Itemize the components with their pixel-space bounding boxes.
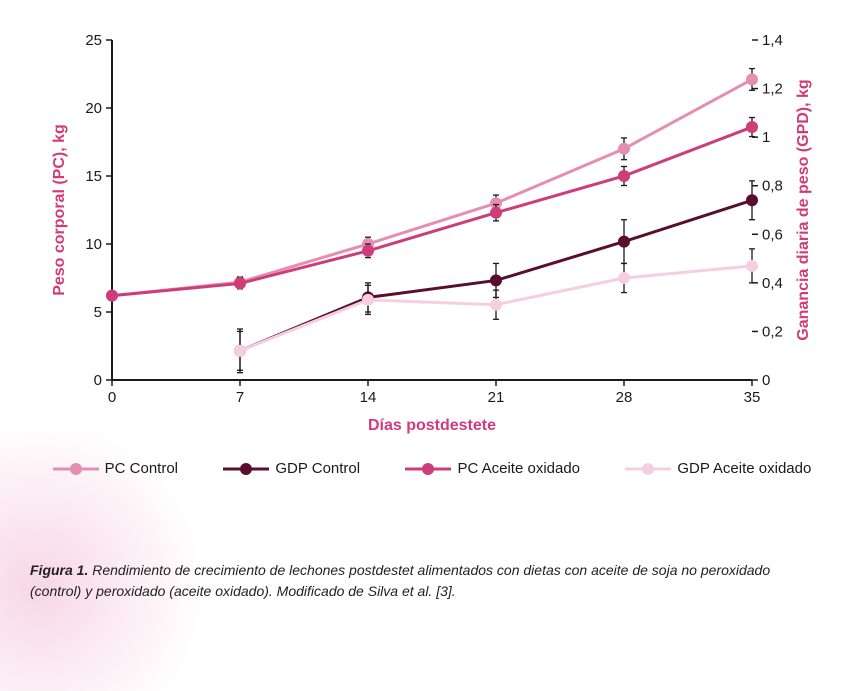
legend-item: PC Aceite oxidado [405, 460, 580, 477]
legend-label: GDP Aceite oxidado [677, 460, 811, 477]
legend-swatch [223, 462, 269, 476]
svg-text:0,4: 0,4 [762, 275, 783, 292]
svg-text:10: 10 [85, 236, 102, 253]
legend-item: GDP Control [223, 460, 360, 477]
legend-swatch [53, 462, 99, 476]
legend-label: PC Aceite oxidado [457, 460, 580, 477]
svg-text:0,6: 0,6 [762, 226, 783, 243]
svg-text:35: 35 [744, 389, 761, 406]
svg-text:1,4: 1,4 [762, 32, 783, 49]
caption-bold: Figura 1. [30, 562, 88, 578]
svg-text:Días postdestete: Días postdestete [368, 417, 496, 434]
svg-text:7: 7 [236, 389, 244, 406]
legend-label: PC Control [105, 460, 178, 477]
svg-text:21: 21 [488, 389, 505, 406]
svg-text:5: 5 [94, 304, 102, 321]
svg-text:1,2: 1,2 [762, 81, 783, 98]
svg-text:20: 20 [85, 100, 102, 117]
svg-text:15: 15 [85, 168, 102, 185]
svg-text:25: 25 [85, 32, 102, 49]
svg-text:0: 0 [762, 372, 770, 389]
svg-text:0: 0 [94, 372, 102, 389]
legend-label: GDP Control [275, 460, 360, 477]
legend-item: PC Control [53, 460, 178, 477]
svg-text:0: 0 [108, 389, 116, 406]
svg-text:Ganancia diaria de peso (GPD),: Ganancia diaria de peso (GPD), kg [795, 79, 812, 340]
legend-item: GDP Aceite oxidado [625, 460, 811, 477]
chart-svg: 0 5 10 15 20 25 0 0,2 0,4 0,6 0,8 1 1,2 1,4 0 7 14 21 28 35… [30, 20, 834, 450]
growth-chart: 0 5 10 15 20 25 0 0,2 0,4 0,6 0,8 1 1,2 1,4 0 7 14 21 28 35… [30, 20, 834, 450]
svg-text:0,2: 0,2 [762, 323, 783, 340]
svg-text:1: 1 [762, 129, 770, 146]
figure-caption: Figura 1. Rendimiento de crecimiento de … [30, 560, 810, 602]
svg-text:14: 14 [360, 389, 377, 406]
chart-legend: PC Control GDP Control PC Aceite oxidado GD… [30, 460, 834, 477]
svg-text:0,8: 0,8 [762, 178, 783, 195]
caption-text: Rendimiento de crecimiento de lechones p… [30, 562, 770, 599]
svg-text:Peso corporal (PC), kg: Peso corporal (PC), kg [51, 124, 68, 296]
legend-swatch [625, 462, 671, 476]
svg-text:28: 28 [616, 389, 633, 406]
legend-swatch [405, 462, 451, 476]
